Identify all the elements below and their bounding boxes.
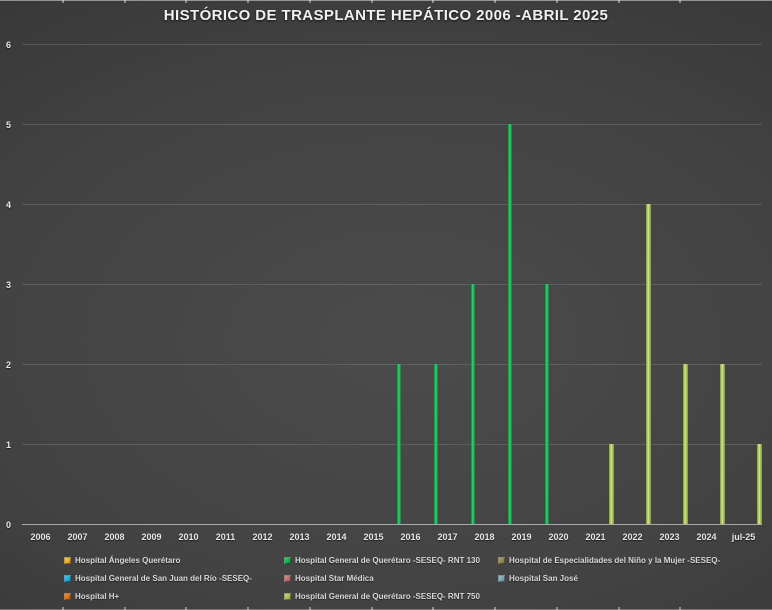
x-axis-line: [22, 524, 762, 525]
plot-area: 0 1 2 3 4 5 6 2006 2007 2008 2009 2010 2011 2012 2013 2…: [6, 40, 762, 542]
spreadsheet-tick: [309, 0, 311, 3]
legend-label: Hospital H+: [75, 591, 120, 601]
spreadsheet-tick: [247, 0, 249, 3]
spreadsheet-tick: [62, 607, 64, 610]
y-tick-label: 2: [6, 360, 12, 370]
spreadsheet-tick: [618, 0, 620, 3]
spreadsheet-tick: [679, 607, 681, 610]
legend-swatch: [284, 556, 291, 564]
x-axis-label: 2009: [141, 532, 162, 542]
x-axis-label: 2012: [252, 532, 273, 542]
x-axis-label: 2024: [696, 532, 717, 542]
legend-swatch: [498, 556, 505, 564]
spreadsheet-tick: [309, 607, 311, 610]
chart-title: HISTÓRICO DE TRASPLANTE HEPÁTICO 2006 -A…: [163, 7, 609, 24]
legend-item: Hospital General de Querétaro -SESEQ- RN…: [284, 590, 480, 602]
legend-label: Hospital General de San Juan del Río -SE…: [75, 573, 252, 583]
y-tick-label: 4: [6, 200, 12, 210]
spreadsheet-tick: [371, 0, 373, 3]
gridline: [22, 124, 762, 125]
x-axis-label: 2008: [104, 532, 125, 542]
x-axis-label: 2021: [585, 532, 606, 542]
bar: [544, 284, 550, 524]
bar: [507, 124, 513, 524]
legend-item: Hospital Ángeles Querétaro: [64, 554, 180, 566]
gridline: [22, 444, 762, 445]
legend: Hospital Ángeles Querétaro Hospital Gener…: [0, 549, 772, 604]
x-axis-label: 2014: [326, 532, 347, 542]
spreadsheet-tick: [494, 607, 496, 610]
spreadsheet-tick: [124, 607, 126, 610]
spreadsheet-tick: [185, 607, 187, 610]
gridline: [22, 44, 762, 45]
spreadsheet-tick: [679, 0, 681, 3]
legend-swatch: [498, 574, 505, 582]
legend-item: Hospital San José: [498, 572, 578, 584]
legend-swatch: [64, 574, 71, 582]
spreadsheet-tick: [185, 0, 187, 3]
y-tick-label: 5: [6, 120, 12, 130]
spreadsheet-tick: [556, 607, 558, 610]
legend-label: Hospital San José: [509, 573, 578, 583]
spreadsheet-tick: [432, 0, 434, 3]
x-axis-label: 2022: [622, 532, 643, 542]
spreadsheet-tick: [247, 607, 249, 610]
legend-swatch: [64, 556, 71, 564]
legend-swatch: [284, 574, 291, 582]
spreadsheet-top-gridline: [0, 0, 772, 1]
y-tick-label: 6: [6, 40, 12, 50]
bar: [757, 444, 762, 524]
legend-label: Hospital Star Médica: [295, 573, 374, 583]
legend-item: Hospital Star Médica: [284, 572, 374, 584]
legend-swatch: [64, 592, 71, 600]
spreadsheet-tick: [556, 0, 558, 3]
y-tick-label: 0: [6, 520, 12, 530]
bar: [470, 284, 476, 524]
bar: [683, 364, 688, 524]
x-axis-label: 2016: [400, 532, 421, 542]
x-axis-label: jul-25: [731, 532, 756, 542]
legend-label: Hospital General de Querétaro -SESEQ- RN…: [295, 591, 480, 601]
legend-item: Hospital General de San Juan del Río -SE…: [64, 572, 252, 584]
legend-swatch: [284, 592, 291, 600]
y-tick-label: 1: [6, 440, 12, 450]
gridline: [22, 364, 762, 365]
legend-label: Hospital Ángeles Querétaro: [75, 555, 181, 565]
spreadsheet-tick: [124, 0, 126, 3]
legend-item: Hospital de Especialidades del Niño y la…: [498, 554, 720, 566]
legend-label: Hospital de Especialidades del Niño y la…: [509, 555, 721, 565]
x-axis-label: 2023: [659, 532, 680, 542]
bar: [433, 364, 439, 524]
gridline: [22, 284, 762, 285]
y-tick-label: 3: [6, 280, 12, 290]
x-axis-label: 2013: [289, 532, 310, 542]
x-axis-label: 2010: [178, 532, 199, 542]
gridline: [22, 204, 762, 205]
x-axis-label: 2007: [67, 532, 88, 542]
x-axis-label: 2006: [30, 532, 51, 542]
spreadsheet-tick: [618, 607, 620, 610]
spreadsheet-tick: [494, 0, 496, 3]
x-axis-label: 2015: [363, 532, 384, 542]
legend-label: Hospital General de Querétaro -SESEQ- RN…: [295, 555, 480, 565]
spreadsheet-tick: [432, 607, 434, 610]
spreadsheet-tick: [62, 0, 64, 3]
bar: [396, 364, 402, 524]
x-axis-label: 2011: [215, 532, 236, 542]
legend-item: Hospital H+: [64, 590, 119, 602]
x-axis-label: 2018: [474, 532, 495, 542]
bar: [720, 364, 725, 524]
legend-item: Hospital General de Querétaro -SESEQ- RN…: [284, 554, 480, 566]
x-axis-label: 2020: [548, 532, 569, 542]
spreadsheet-tick: [371, 607, 373, 610]
x-axis-label: 2019: [511, 532, 532, 542]
bar: [646, 204, 651, 524]
x-axis-label: 2017: [437, 532, 458, 542]
bar: [609, 444, 614, 524]
